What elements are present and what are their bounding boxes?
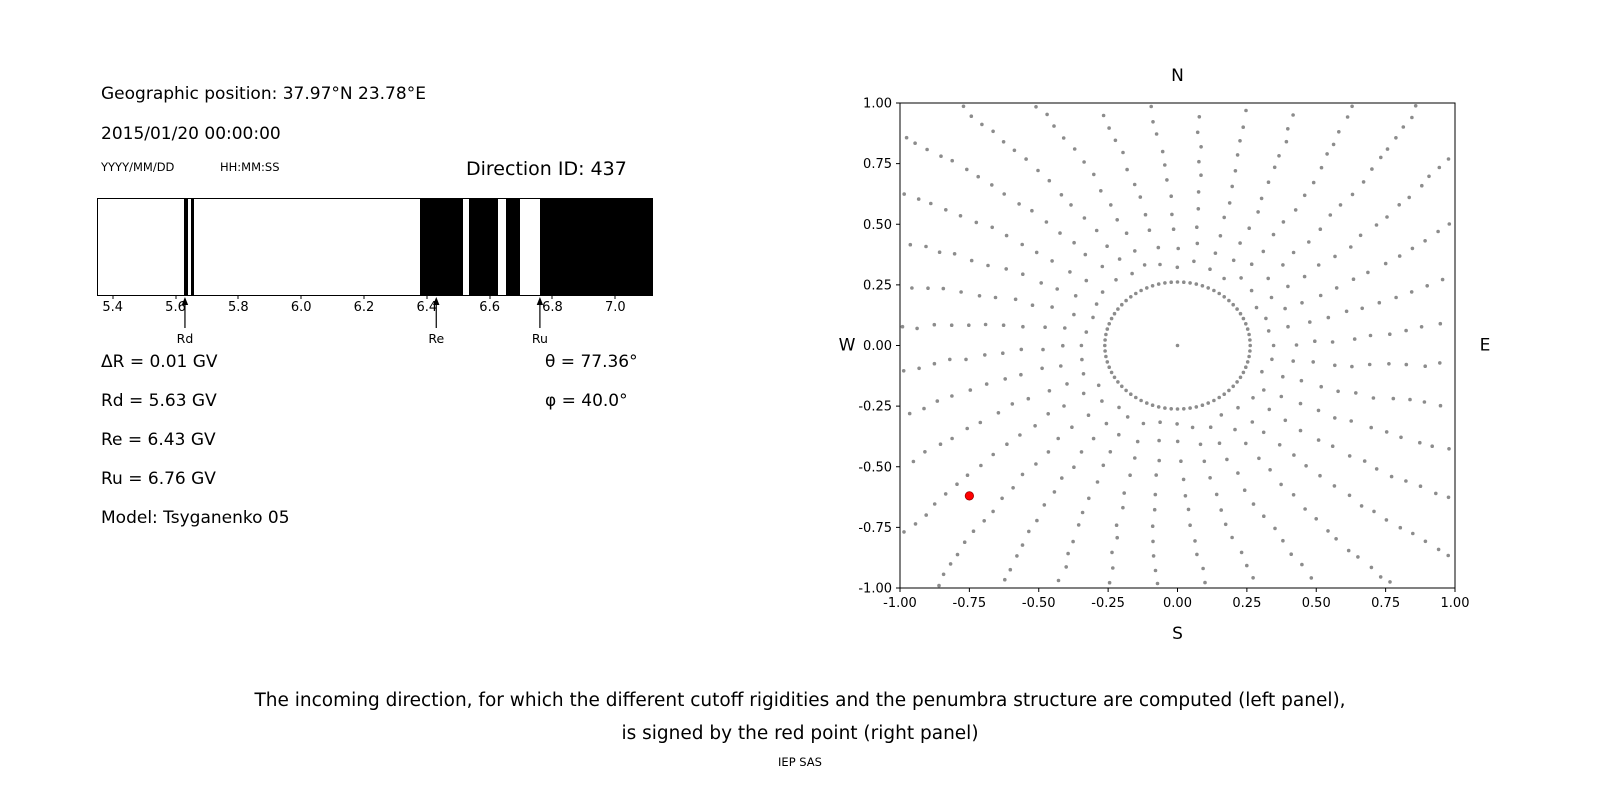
penumbra-plot xyxy=(97,198,653,296)
marker-arrowhead-Re xyxy=(433,297,440,305)
marker-arrowhead-Rd xyxy=(181,297,189,305)
rigidity-info: ΔR = 0.01 GV Rd = 5.63 GV Re = 6.43 GV Ru =… xyxy=(101,352,290,547)
penumbra-x-ticklabels: 5.4 5.6 5.8 6.0 6.2 6.4 6.6 6.8 7.0 xyxy=(97,300,653,316)
x-tick-label: 6.8 xyxy=(542,300,563,315)
marker-label-Re: Re xyxy=(428,331,444,346)
angle-info: θ = 77.36° φ = 40.0° xyxy=(545,352,638,430)
x-tick-label: 5.4 xyxy=(102,300,124,315)
x-tick-label: 5.6 xyxy=(165,300,186,315)
y-tick-label: -0.50 xyxy=(858,460,892,475)
x-tick-label: 7.0 xyxy=(604,300,626,315)
info-line: ΔR = 0.01 GV xyxy=(101,352,218,372)
direction-scatter-plot: -1.00 -0.75 -0.50 -0.25 0.00 0.25 0.50 0.75 1.00… xyxy=(839,66,1491,644)
x-tick xyxy=(614,295,616,299)
time-format-label: HH:MM:SS xyxy=(220,160,280,174)
geographic-position: Geographic position: 37.97°N 23.78°E xyxy=(101,84,426,104)
info-line: Ru = 6.76 GV xyxy=(101,469,216,489)
date-format-label: YYYY/MM/DD xyxy=(101,160,175,174)
x-tick-label: 0.00 xyxy=(1163,596,1192,611)
y-tick-label: 0.00 xyxy=(863,339,892,354)
y-tick-label: -0.25 xyxy=(858,400,892,415)
info-line: Model: Tsyganenko 05 xyxy=(101,508,290,528)
info-line: Rd = 5.63 GV xyxy=(101,391,217,411)
caption-line-1: The incoming direction, for which the di… xyxy=(254,690,1346,711)
x-tick xyxy=(237,295,239,299)
y-tick-label: -1.00 xyxy=(858,582,892,597)
compass-south-label: S xyxy=(1172,624,1183,644)
x-tick-label: 6.0 xyxy=(290,300,312,315)
direction-dots xyxy=(900,104,1452,588)
figure-caption: The incoming direction, for which the di… xyxy=(0,684,1600,750)
x-tick-label: 1.00 xyxy=(1441,596,1470,611)
direction-id-title: Direction ID: 437 xyxy=(466,158,627,180)
angle-line: φ = 40.0° xyxy=(545,391,628,411)
x-tick xyxy=(175,295,177,299)
x-tick-label: 0.75 xyxy=(1371,596,1400,611)
info-line: Re = 6.43 GV xyxy=(101,430,216,450)
x-tick xyxy=(112,295,114,299)
penumbra-band xyxy=(190,199,195,295)
x-tick-label: -0.25 xyxy=(1091,596,1125,611)
marker-label-Ru: Ru xyxy=(532,331,548,346)
y-tick-label: 0.75 xyxy=(863,157,892,172)
credit-label: IEP SAS xyxy=(778,755,822,769)
datetime: 2015/01/20 00:00:00 xyxy=(101,124,281,144)
penumbra-band xyxy=(539,199,652,295)
marker-label-Rd: Rd xyxy=(177,331,194,346)
x-tick-label: 0.25 xyxy=(1232,596,1261,611)
x-tick-label: -1.00 xyxy=(883,596,917,611)
x-tick xyxy=(489,295,491,299)
penumbra-x-tickmarks xyxy=(97,295,653,300)
y-tick-label: 0.25 xyxy=(863,278,892,293)
x-tick-label: -0.75 xyxy=(953,596,987,611)
marker-arrowhead-Ru xyxy=(536,297,544,305)
penumbra-band xyxy=(505,199,520,295)
x-tick-label: 6.4 xyxy=(416,300,438,315)
penumbra-band xyxy=(184,199,188,295)
y-tick-label: -0.75 xyxy=(858,521,892,536)
x-tick-label: 0.50 xyxy=(1302,596,1331,611)
compass-north-label: N xyxy=(1171,66,1184,86)
x-tick-label: -0.50 xyxy=(1022,596,1056,611)
cutoff-rigidity-markers: Rd Re Ru xyxy=(177,297,548,346)
penumbra-band xyxy=(468,199,498,295)
x-tick xyxy=(551,295,553,299)
x-tick-label: 6.6 xyxy=(479,300,500,315)
compass-east-label: E xyxy=(1480,336,1491,356)
x-tick-label: 6.2 xyxy=(353,300,375,315)
y-tick-label: 0.50 xyxy=(863,218,892,233)
y-tick-label: 1.00 xyxy=(863,97,892,112)
compass-west-label: W xyxy=(839,336,856,356)
x-tick xyxy=(300,295,302,299)
caption-line-2: is signed by the red point (right panel) xyxy=(621,723,979,744)
selected-direction-point xyxy=(964,491,974,501)
angle-line: θ = 77.36° xyxy=(545,352,638,372)
penumbra-band xyxy=(420,199,463,295)
x-tick-label: 5.8 xyxy=(228,300,249,315)
x-tick xyxy=(363,295,365,299)
x-tick xyxy=(426,295,428,299)
